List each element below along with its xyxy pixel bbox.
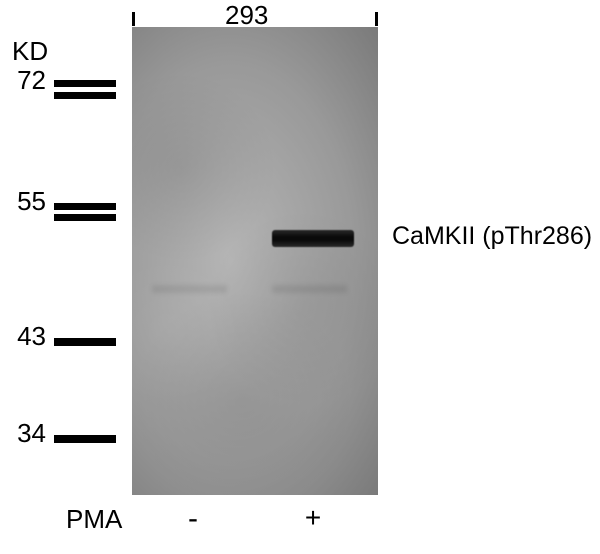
marker-band: [54, 203, 116, 210]
marker-band: [54, 92, 116, 99]
detected-band: [272, 230, 354, 247]
mw-label: 55: [0, 186, 46, 217]
blot-membrane: [132, 27, 378, 495]
blot-texture: [132, 27, 378, 495]
mw-label: 72: [0, 65, 46, 96]
target-protein-label: CaMKII (pThr286): [392, 222, 592, 251]
marker-band: [54, 80, 116, 87]
lane-tick: [132, 12, 135, 26]
blot-figure: KD 72 55 43 34 293 CaMKII (pThr286) PMA …: [0, 0, 600, 554]
faint-band: [272, 285, 347, 293]
blot-background: [132, 27, 378, 495]
treatment-plus: +: [298, 502, 328, 534]
treatment-label: PMA: [66, 504, 122, 535]
marker-band: [54, 435, 116, 443]
mw-label: 43: [0, 321, 46, 352]
faint-band: [152, 285, 227, 293]
lane-tick: [375, 12, 378, 26]
treatment-minus: -: [178, 502, 208, 536]
mw-label: 34: [0, 418, 46, 449]
marker-band: [54, 338, 116, 346]
marker-band: [54, 214, 116, 221]
kd-header: KD: [12, 36, 48, 67]
